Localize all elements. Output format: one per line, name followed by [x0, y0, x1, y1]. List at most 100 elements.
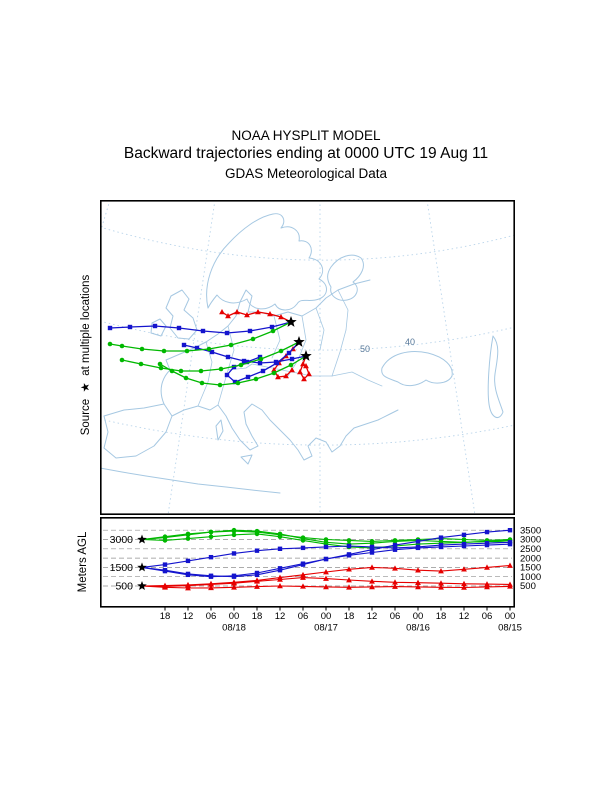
height-y-axis-label: Meters AGL [77, 531, 89, 593]
height-series-group [141, 527, 513, 591]
border-line [217, 325, 235, 406]
trajectory-marker-circle [235, 380, 241, 386]
trajectory-marker-triangle [346, 566, 352, 572]
trajectory-marker-triangle [208, 581, 214, 587]
trajectory-marker-square [507, 541, 513, 547]
trajectory-marker-triangle [208, 584, 214, 591]
start-star-icon [137, 562, 147, 572]
trajectory-marker-circle [217, 382, 223, 388]
trajectory-marker-square [346, 543, 352, 549]
trajectory-marker-circle [139, 346, 145, 352]
trajectory-marker-circle [300, 538, 306, 543]
trajectory-marker-square [392, 547, 398, 552]
trajectory-marker-circle [185, 532, 191, 538]
trajectory-marker-triangle [461, 566, 467, 572]
trajectory-marker-triangle [415, 567, 421, 573]
x-tick-label: 06 [206, 611, 217, 622]
trajectory-marker-circle [185, 536, 191, 541]
trajectory-marker-triangle [275, 374, 281, 380]
x-tick-label: 00 [413, 611, 424, 622]
trajectory-marker-square [300, 545, 306, 551]
trajectory-marker-square [185, 572, 191, 578]
trajectory-marker-triangle [277, 583, 283, 589]
trajectory-marker-circle [238, 362, 244, 368]
coastline-scandinavia [206, 213, 327, 311]
start-height-label: 3000 [110, 534, 134, 546]
coastline-sardinia [215, 419, 224, 441]
map-graticule [100, 200, 515, 515]
x-date-label: 08/18 [222, 623, 246, 634]
map-trajectory-line [159, 355, 307, 386]
trajectory-marker-circle [199, 380, 205, 386]
coastline-iberia [103, 403, 173, 459]
trajectory-marker-triangle [369, 578, 375, 584]
trajectory-marker-triangle [507, 581, 513, 587]
x-tick-label: 18 [344, 611, 355, 622]
trajectory-marker-triangle [297, 369, 303, 375]
trajectory-marker-triangle [254, 583, 260, 589]
trajectory-marker-square [269, 324, 275, 330]
trajectory-marker-triangle [278, 314, 284, 320]
start-height-label: 1500 [110, 562, 134, 574]
border-line [315, 307, 325, 351]
trajectory-marker-triangle [438, 584, 444, 590]
x-tick-label: 18 [252, 611, 263, 622]
trajectory-marker-triangle [507, 562, 513, 568]
border-line [251, 363, 383, 387]
trajectory-marker-circle [161, 348, 167, 354]
trajectory-marker-triangle [301, 376, 307, 382]
trajectory-marker-triangle [231, 584, 237, 590]
trajectory-marker-triangle [225, 313, 231, 319]
trajectory-marker-square [461, 532, 467, 538]
trajectory-marker-circle [157, 361, 163, 367]
map-trajectory-green [119, 341, 300, 374]
right-axis-label: 1000 [520, 572, 541, 583]
border-line [197, 341, 213, 407]
map-trajectory-line [109, 321, 292, 352]
coastline-caspian [487, 335, 504, 419]
x-tick-label: 18 [436, 611, 447, 622]
right-axis-label: 3500 [520, 525, 541, 536]
start-height-labels: 3000 1500 500 [110, 534, 147, 593]
trajectory-marker-triangle [484, 581, 490, 587]
trajectory-marker-square [484, 542, 490, 548]
right-axis-label: 2000 [520, 553, 541, 564]
map-trajectory-line [109, 321, 292, 334]
map-trajectory-red [297, 355, 312, 382]
coastline-sicily [240, 454, 253, 465]
trajectory-marker-square [257, 360, 263, 366]
border-line [271, 315, 281, 359]
trajectory-marker-circle [288, 362, 294, 368]
trajectory-marker-circle [208, 529, 214, 535]
trajectory-marker-circle [107, 341, 113, 347]
trajectory-marker-square [224, 372, 230, 378]
trajectory-marker-triangle [219, 309, 225, 315]
coastline-ireland [150, 318, 167, 337]
trajectory-marker-circle [346, 538, 352, 543]
trajectory-marker-circle [258, 356, 264, 362]
trajectory-marker-triangle [392, 583, 398, 589]
trajectory-marker-triangle [300, 361, 306, 367]
trajectory-marker-square [107, 325, 113, 331]
trajectory-marker-circle [119, 357, 125, 363]
trajectory-marker-triangle [369, 583, 375, 590]
trajectory-marker-circle [184, 348, 190, 354]
map-source-stars [285, 316, 312, 361]
map-grid-label: 40 [405, 337, 415, 347]
trajectory-marker-triangle [244, 312, 250, 318]
map-trajectory-line [121, 341, 300, 372]
trajectory-marker-triangle [300, 571, 306, 578]
x-tick-label: 06 [298, 611, 309, 622]
height-panel-frame [100, 517, 515, 608]
trajectory-marker-square [185, 558, 191, 564]
trajectory-map: 50 40 [100, 200, 515, 515]
trajectory-marker-triangle [392, 579, 398, 585]
trajectory-marker-triangle [300, 574, 306, 580]
trajectory-marker-circle [228, 342, 234, 348]
trajectory-marker-square [224, 330, 230, 336]
trajectory-marker-square [231, 551, 237, 556]
trajectory-marker-circle [218, 366, 224, 372]
trajectory-marker-circle [178, 368, 184, 374]
trajectory-marker-circle [277, 534, 283, 540]
